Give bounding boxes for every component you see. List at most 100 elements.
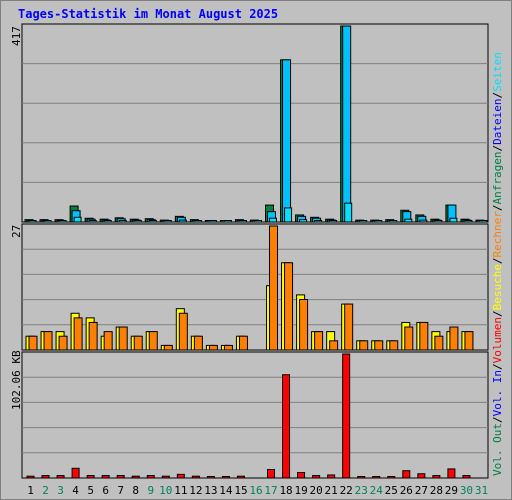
bar-rechner-day-22 bbox=[344, 303, 354, 351]
bar-rechner-day-28 bbox=[434, 335, 444, 351]
bar-rechner-day-23 bbox=[359, 340, 369, 351]
bar-rechner-day-2 bbox=[43, 331, 53, 351]
bar-volumen-day-25 bbox=[387, 476, 396, 479]
bar-seiten-day-23 bbox=[359, 220, 368, 223]
bar-seiten-day-17 bbox=[269, 217, 278, 223]
day-label-13: 13 bbox=[204, 484, 217, 497]
day-label-22: 22 bbox=[340, 484, 353, 497]
day-label-28: 28 bbox=[430, 484, 443, 497]
bar-rechner-day-9 bbox=[148, 331, 158, 351]
day-label-7: 7 bbox=[117, 484, 124, 497]
bar-volumen-day-14 bbox=[221, 476, 230, 479]
bar-seiten-day-2 bbox=[43, 220, 52, 223]
bar-seiten-day-5 bbox=[88, 220, 97, 223]
day-label-10: 10 bbox=[159, 484, 172, 497]
bar-volumen-day-10 bbox=[161, 475, 170, 479]
bar-rechner-day-6 bbox=[103, 331, 113, 351]
day-label-16: 16 bbox=[249, 484, 262, 497]
bar-seiten-day-10 bbox=[163, 220, 172, 223]
chart-title: Tages-Statistik im Monat August 2025 bbox=[18, 7, 279, 21]
day-label-1: 1 bbox=[27, 484, 34, 497]
day-label-27: 27 bbox=[415, 484, 428, 497]
bar-volumen-day-11 bbox=[176, 473, 185, 479]
bar-volumen-day-5 bbox=[86, 475, 95, 479]
day-label-6: 6 bbox=[102, 484, 109, 497]
bar-rechner-day-25 bbox=[389, 340, 399, 351]
day-label-11: 11 bbox=[174, 484, 187, 497]
day-label-8: 8 bbox=[132, 484, 139, 497]
bar-rechner-day-11 bbox=[178, 312, 188, 351]
bar-rechner-day-29 bbox=[449, 326, 459, 351]
bar-rechner-day-7 bbox=[118, 326, 128, 351]
bar-seiten-day-27 bbox=[419, 219, 428, 223]
bar-seiten-day-21 bbox=[329, 220, 338, 223]
bar-volumen-day-26 bbox=[402, 470, 411, 479]
bar-volumen-day-4 bbox=[71, 467, 80, 479]
day-label-18: 18 bbox=[279, 484, 292, 497]
bar-volumen-day-23 bbox=[357, 476, 366, 479]
day-label-12: 12 bbox=[189, 484, 202, 497]
bar-volumen-day-15 bbox=[236, 475, 245, 479]
day-label-25: 25 bbox=[385, 484, 398, 497]
bar-volumen-day-6 bbox=[101, 475, 110, 479]
bar-volumen-day-29 bbox=[447, 468, 456, 479]
bar-seiten-day-8 bbox=[133, 220, 142, 223]
bar-seiten-day-31 bbox=[479, 220, 488, 223]
bar-rechner-day-3 bbox=[58, 335, 68, 351]
bar-volumen-day-28 bbox=[432, 475, 441, 479]
bar-rechner-day-21 bbox=[329, 340, 339, 351]
bar-seiten-day-16 bbox=[253, 220, 262, 223]
bar-volumen-day-20 bbox=[312, 475, 321, 479]
day-label-31: 31 bbox=[475, 484, 488, 497]
bar-rechner-day-18 bbox=[284, 262, 294, 351]
day-label-17: 17 bbox=[264, 484, 277, 497]
bar-seiten-day-25 bbox=[389, 220, 398, 223]
bar-rechner-day-20 bbox=[314, 331, 324, 351]
bar-volumen-day-21 bbox=[327, 474, 336, 479]
day-label-29: 29 bbox=[445, 484, 458, 497]
bar-volumen-day-2 bbox=[41, 475, 50, 479]
day-label-19: 19 bbox=[294, 484, 307, 497]
bar-seiten-day-11 bbox=[178, 219, 187, 223]
bar-rechner-day-30 bbox=[464, 331, 474, 351]
bar-volumen-day-17 bbox=[267, 468, 276, 479]
bar-dateien-day-18 bbox=[282, 59, 292, 223]
bar-seiten-day-30 bbox=[464, 220, 473, 223]
panel-2-area bbox=[21, 351, 489, 479]
bar-rechner-day-27 bbox=[419, 321, 429, 351]
bar-volumen-day-13 bbox=[206, 476, 215, 479]
bar-seiten-day-24 bbox=[374, 220, 383, 223]
bar-seiten-day-4 bbox=[73, 216, 82, 223]
bar-volumen-day-3 bbox=[56, 475, 65, 479]
day-label-20: 20 bbox=[310, 484, 323, 497]
bar-volumen-day-18 bbox=[282, 374, 291, 479]
day-label-9: 9 bbox=[147, 484, 154, 497]
day-label-21: 21 bbox=[325, 484, 338, 497]
bar-volumen-day-7 bbox=[116, 475, 125, 479]
bar-rechner-day-17 bbox=[269, 225, 279, 351]
bar-seiten-day-26 bbox=[404, 218, 413, 223]
bar-rechner-day-4 bbox=[73, 317, 83, 351]
bar-rechner-day-13 bbox=[208, 344, 218, 351]
bar-seiten-day-22 bbox=[344, 202, 353, 223]
bar-volumen-day-27 bbox=[417, 473, 426, 479]
bar-volumen-day-30 bbox=[462, 475, 471, 479]
day-label-14: 14 bbox=[219, 484, 233, 497]
day-label-5: 5 bbox=[87, 484, 94, 497]
day-label-4: 4 bbox=[72, 484, 79, 497]
bar-seiten-day-28 bbox=[434, 220, 443, 223]
bar-rechner-day-26 bbox=[404, 326, 414, 351]
bar-volumen-day-19 bbox=[297, 472, 306, 479]
bar-volumen-day-9 bbox=[146, 475, 155, 479]
day-label-15: 15 bbox=[234, 484, 247, 497]
bar-volumen-day-8 bbox=[131, 475, 140, 479]
bar-rechner-day-10 bbox=[163, 344, 173, 351]
bar-seiten-day-15 bbox=[238, 220, 247, 223]
bar-seiten-day-7 bbox=[118, 220, 127, 223]
day-label-23: 23 bbox=[355, 484, 368, 497]
bar-seiten-day-3 bbox=[58, 220, 67, 223]
bar-volumen-day-24 bbox=[372, 476, 381, 479]
bar-rechner-day-14 bbox=[223, 344, 233, 351]
day-label-3: 3 bbox=[57, 484, 64, 497]
day-label-26: 26 bbox=[400, 484, 413, 497]
